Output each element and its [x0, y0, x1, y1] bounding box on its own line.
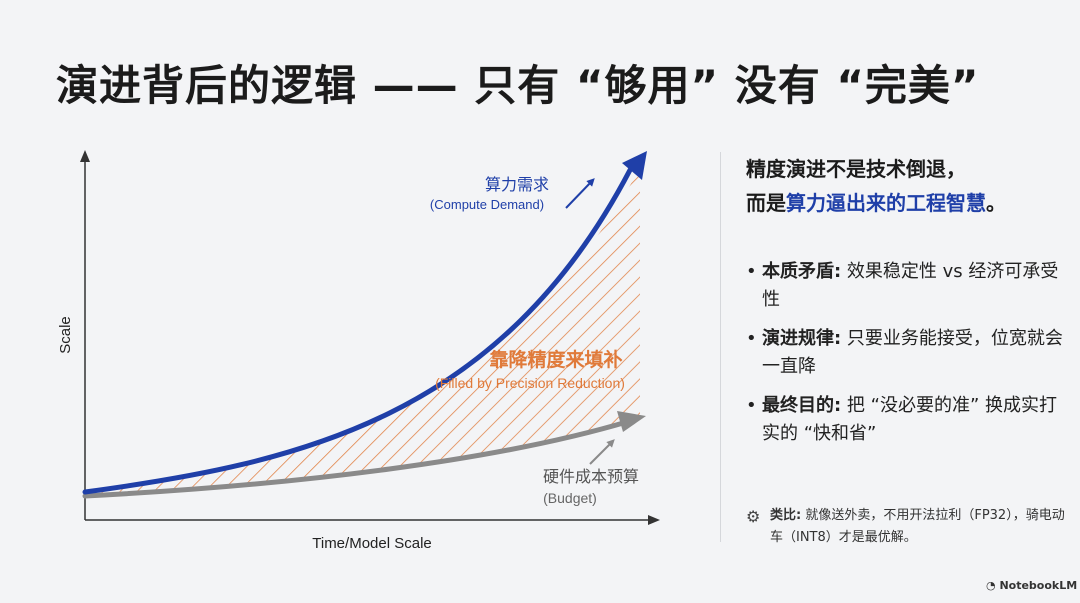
analogy-note: ⚙ 类比: 就像送外卖，不用开法拉利（FP32），骑电动车（INT8）才是最优解…: [746, 505, 1066, 549]
budget-pointer-arrow: [589, 439, 615, 465]
key-point-label: 最终目的:: [762, 395, 842, 416]
bullet-icon: •: [746, 328, 757, 349]
bullet-icon: •: [746, 395, 757, 416]
headline-suffix: 。: [986, 191, 1006, 215]
key-point-text: 效果稳定性 vs 经济可承受性: [762, 261, 1059, 310]
budget-curve: [82, 418, 633, 499]
key-point-text: 把 “没必要的准” 换成实打实的 “快和省”: [762, 395, 1058, 444]
budget-curve-arrowhead: [617, 411, 646, 432]
panel-headline: 精度演进不是技术倒退， 而是算力逼出来的工程智慧。: [746, 152, 1066, 220]
key-point-text: 只要业务能接受，位宽就会一直降: [762, 328, 1063, 377]
budget-label: 硬件成本预算: [543, 467, 639, 486]
budget-label-en: (Budget): [543, 490, 597, 506]
demand-curve-arrowhead: [622, 151, 647, 180]
page-title: 演进背后的逻辑 —— 只有 “够用” 没有 “完美”: [56, 61, 980, 110]
y-axis-label: Scale: [57, 316, 74, 354]
gear-icon: ⚙: [746, 507, 761, 526]
key-point: • 最终目的: 把 “没必要的准” 换成实打实的 “快和省”: [746, 392, 1066, 448]
x-axis-arrow: [648, 515, 660, 525]
key-point: • 演进规律: 只要业务能接受，位宽就会一直降: [746, 325, 1066, 381]
key-point: • 本质矛盾: 效果稳定性 vs 经济可承受性: [746, 258, 1066, 314]
demand-pointer-arrow: [565, 178, 595, 209]
brand-logo-icon: ◔: [986, 579, 996, 592]
key-point-label: 本质矛盾:: [762, 261, 842, 282]
headline-prefix: 而是: [746, 191, 786, 215]
headline-accent: 算力逼出来的工程智慧: [786, 191, 986, 215]
gap-label: 靠降精度来填补: [489, 348, 622, 371]
bullet-icon: •: [746, 261, 757, 282]
demand-curve: [82, 167, 633, 495]
analogy-body: 类比: 就像送外卖，不用开法拉利（FP32），骑电动车（INT8）才是最优解。: [746, 505, 1066, 549]
panel-divider: [720, 152, 721, 542]
headline-line-1: 精度演进不是技术倒退，: [746, 157, 966, 181]
brand-watermark: ◔ NotebookLM: [986, 579, 1077, 592]
y-axis-arrow: [80, 150, 90, 162]
key-point-label: 演进规律:: [762, 328, 842, 349]
analogy-text: 就像送外卖，不用开法拉利（FP32），骑电动车（INT8）才是最优解。: [770, 508, 1065, 545]
precision-gap-region: [85, 168, 640, 496]
compute-budget-diagram: Time/Model Scale Scale 算力需求 (Compute Dem…: [57, 150, 660, 552]
gap-label-en: (Filled by Precision Reduction): [435, 375, 625, 391]
demand-label: 算力需求: [485, 175, 549, 194]
key-points-list: • 本质矛盾: 效果稳定性 vs 经济可承受性 • 演进规律: 只要业务能接受，…: [746, 258, 1066, 459]
analogy-label: 类比:: [770, 508, 802, 523]
headline-line-2: 而是算力逼出来的工程智慧。: [746, 186, 1066, 220]
demand-label-en: (Compute Demand): [430, 197, 544, 212]
x-axis-label: Time/Model Scale: [312, 535, 432, 552]
brand-name: NotebookLM: [999, 579, 1078, 592]
